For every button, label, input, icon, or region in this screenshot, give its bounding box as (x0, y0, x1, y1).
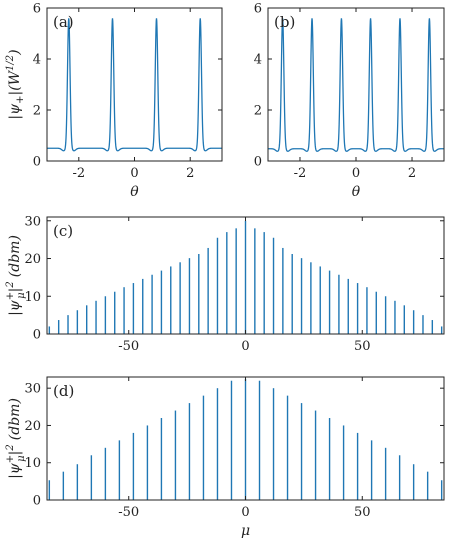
panel-tag: (b) (274, 13, 295, 31)
x-axis-label: θ (352, 184, 361, 200)
y-tick-label: 20 (24, 419, 41, 434)
y-tick-label: 0 (33, 155, 41, 170)
y-tick-label: 4 (254, 53, 262, 68)
field-profile-line (268, 18, 444, 152)
panel-tag: (a) (53, 13, 74, 31)
panel-d: -50 0 50 0 10 20 30 (d) μ |ψ+μ|2(dbm) (5, 376, 445, 539)
y-tick-label: 30 (24, 214, 41, 229)
panel-b: -2 0 2 0 2 4 6 (b) θ (254, 2, 445, 200)
x-tick-label: -50 (118, 505, 139, 520)
x-tick-label: 0 (241, 505, 249, 520)
y-tick-label: 2 (254, 104, 262, 119)
field-profile-line (47, 18, 222, 152)
x-axis-label: μ (241, 523, 250, 539)
x-tick-label: 0 (352, 166, 360, 181)
y-tick-label: 0 (33, 328, 41, 343)
x-tick-label: 2 (408, 166, 416, 181)
y-tick-label: 6 (254, 2, 262, 17)
y-tick-label: 4 (33, 53, 41, 68)
x-tick-label: -2 (294, 166, 307, 181)
y-tick-label: 30 (24, 382, 41, 397)
panel-tag: (d) (53, 382, 74, 400)
y-tick-label: 6 (33, 2, 41, 17)
panel-tag: (c) (53, 222, 73, 240)
y-tick-label: 0 (254, 155, 262, 170)
x-axis-label: θ (130, 184, 139, 200)
y-tick-label: 10 (24, 290, 41, 305)
x-tick-label: -2 (72, 166, 85, 181)
x-tick-label: 50 (354, 339, 371, 354)
y-tick-label: 10 (24, 456, 41, 471)
x-tick-label: 50 (354, 505, 371, 520)
y-axis-label: |ψ+|(W1/2) (5, 49, 26, 119)
y-axis-label: |ψ+μ|2(dbm) (5, 398, 27, 479)
x-tick-label: -50 (118, 339, 139, 354)
y-tick-label: 20 (24, 252, 41, 267)
panel-c: -50 0 50 0 10 20 30 (c) |ψ+μ|2(dbm) (5, 214, 445, 354)
panel-a: -2 0 2 0 2 4 6 (a) θ |ψ+|(W1/2) (5, 2, 223, 200)
y-tick-label: 2 (33, 104, 41, 119)
x-tick-label: 2 (186, 166, 194, 181)
y-axis-label: |ψ+μ|2(dbm) (5, 235, 27, 316)
x-tick-label: 0 (241, 339, 249, 354)
x-tick-label: 0 (130, 166, 138, 181)
y-tick-label: 0 (33, 494, 41, 509)
